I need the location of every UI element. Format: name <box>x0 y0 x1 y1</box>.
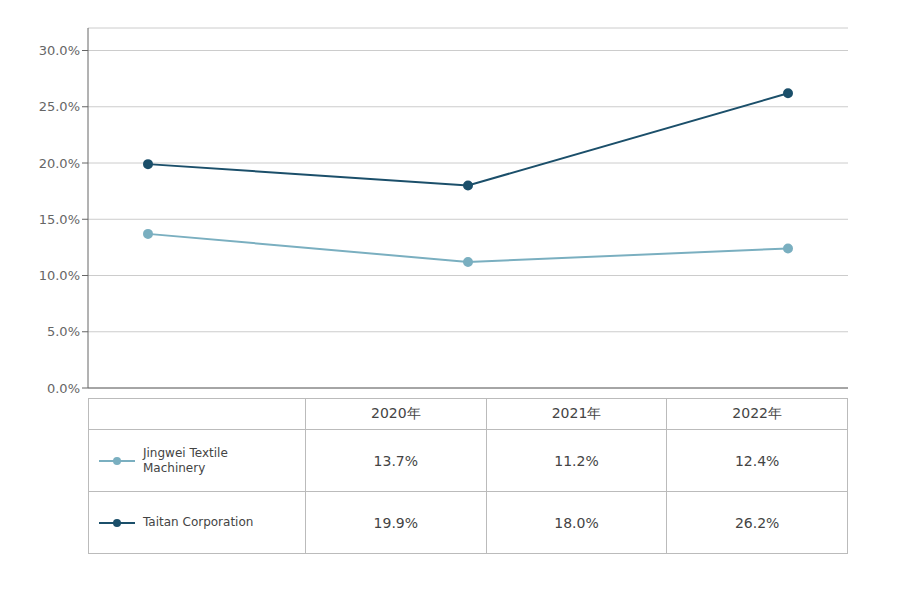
svg-text:30.0%: 30.0% <box>39 43 80 58</box>
html-text:Machinery: Machinery <box>143 460 206 475</box>
html-text:19.9%: 19.9% <box>373 514 419 531</box>
html-text:18.0%: 18.0% <box>554 514 599 531</box>
svg-text:25.0%: 25.0% <box>39 99 80 114</box>
html-text:2021年: 2021年 <box>551 405 602 421</box>
html-text:2022年: 2022年 <box>732 405 782 421</box>
svg-text:0.0%: 0.0% <box>47 381 80 396</box>
html-text:Taitan Corporation: Taitan Corporation <box>143 515 254 529</box>
html-text:11.2%: 11.2% <box>554 452 599 469</box>
svg-text:20.0%: 20.0% <box>39 156 80 171</box>
html-text:2020年: 2020年 <box>371 405 421 421</box>
html-text:12.4%: 12.4% <box>734 452 780 469</box>
svg-text:5.0%: 5.0% <box>47 324 80 339</box>
html-text:13.7%: 13.7% <box>373 452 419 469</box>
html-text:Jingwei Textile: Jingwei Textile <box>143 445 228 460</box>
html-text:26.2%: 26.2% <box>734 514 780 531</box>
svg-text:15.0%: 15.0% <box>39 212 80 227</box>
svg-text:10.0%: 10.0% <box>39 268 80 283</box>
